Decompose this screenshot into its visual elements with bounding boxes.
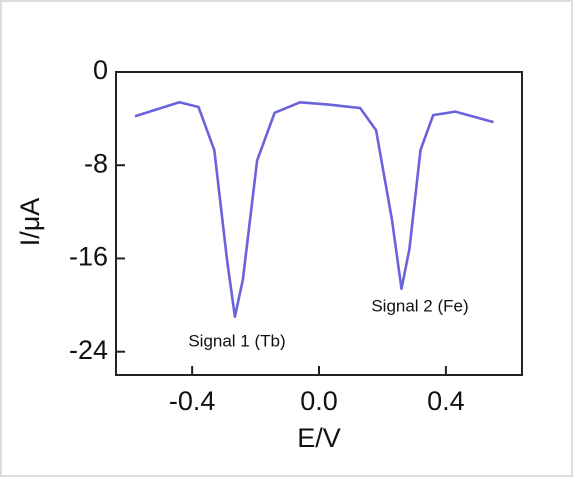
x-axis-label: E/V (297, 423, 341, 453)
annotation: Signal 2 (Fe) (371, 296, 468, 315)
x-tick-label: 0.4 (427, 386, 465, 416)
data-line (134, 101, 494, 318)
y-tick-label: -16 (69, 242, 108, 272)
annotation: Signal 1 (Tb) (188, 331, 285, 350)
y-tick-label: -24 (69, 335, 108, 365)
x-tick-label: -0.4 (169, 386, 216, 416)
y-axis-label: I/μA (15, 198, 45, 247)
x-tick-label: 0.0 (300, 386, 338, 416)
y-tick-label: 0 (93, 55, 108, 85)
y-tick-label: -8 (84, 148, 108, 178)
